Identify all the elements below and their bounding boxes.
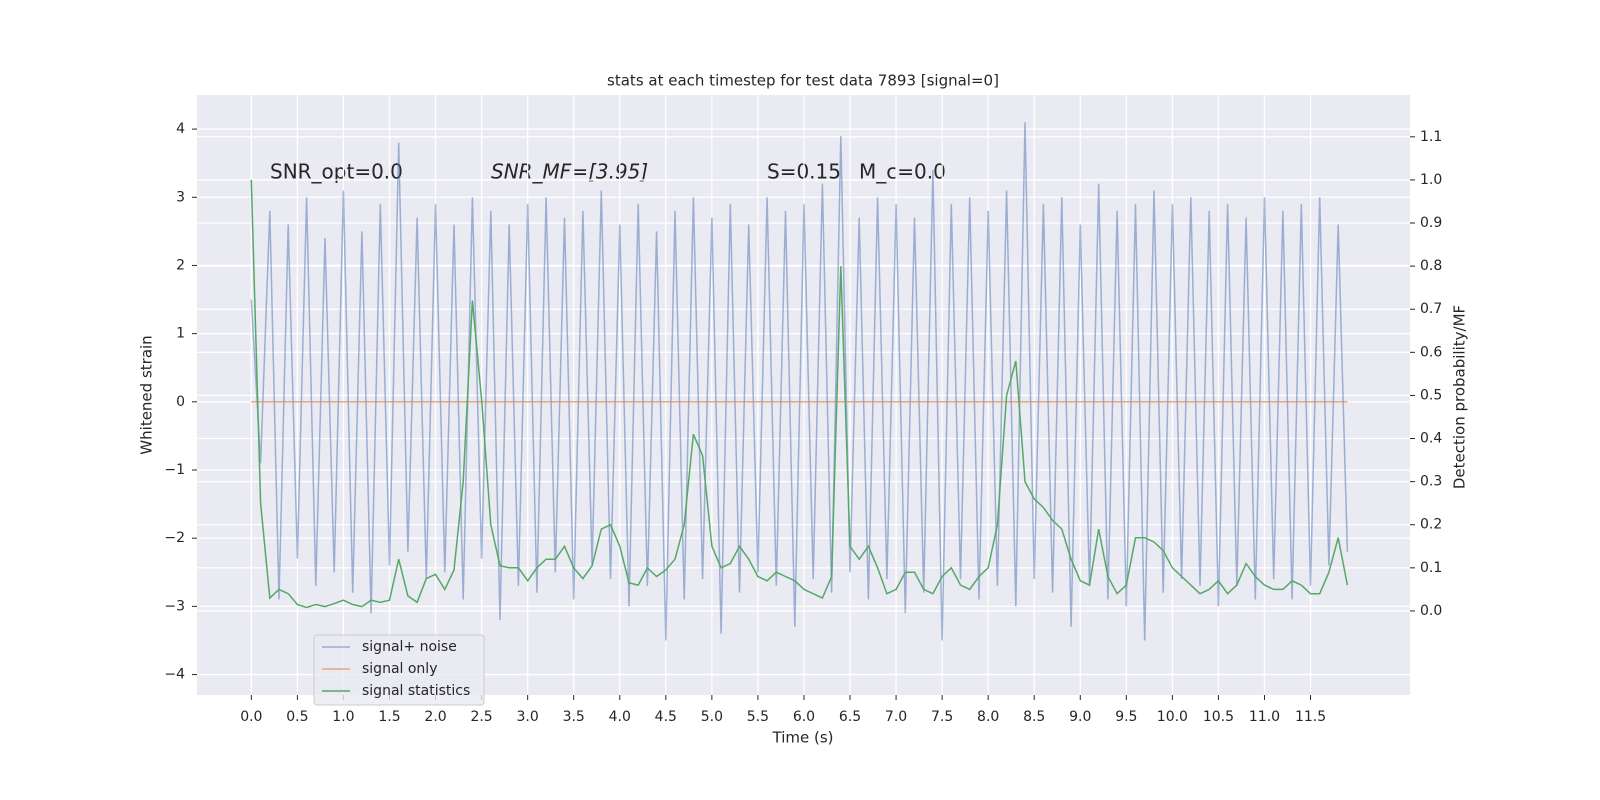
x-tick-label: 5.0 [701, 709, 723, 725]
y2-tick-label: 0.0 [1420, 603, 1442, 619]
y2-tick-label: 0.7 [1420, 301, 1442, 317]
x-tick-label: 0.0 [240, 709, 262, 725]
x-tick-label: 9.5 [1115, 709, 1137, 725]
x-tick-label: 9.0 [1069, 709, 1091, 725]
y2-tick-label: 0.3 [1420, 474, 1442, 490]
y2-tick-label: 0.4 [1420, 431, 1442, 447]
y-tick-label: −2 [164, 530, 185, 546]
x-tick-label: 7.5 [931, 709, 953, 725]
x-tick-label: 6.5 [839, 709, 861, 725]
x-tick-label: 6.0 [793, 709, 815, 725]
x-tick-label: 4.0 [609, 709, 631, 725]
y2-tick-label: 0.8 [1420, 258, 1442, 274]
y2-axis-label: Detection probability/MF [1451, 305, 1469, 489]
chart-title: stats at each timestep for test data 789… [607, 72, 999, 90]
x-tick-label: 3.0 [517, 709, 539, 725]
x-axis-label: Time (s) [772, 729, 834, 747]
x-tick-label: 4.5 [655, 709, 677, 725]
legend-label: signal only [362, 661, 437, 677]
y-tick-label: 2 [176, 257, 185, 273]
series-line [250, 179, 1349, 609]
y-axis-label: Whitened strain [138, 335, 156, 454]
series-line [250, 122, 1349, 641]
y-tick-label: 0 [176, 394, 185, 410]
legend-label: signal statistics [362, 683, 470, 699]
x-tick-label: 0.5 [286, 709, 308, 725]
x-tick-label: 1.0 [332, 709, 354, 725]
x-tick-label: 2.0 [424, 709, 446, 725]
x-tick-label: 2.5 [470, 709, 492, 725]
x-tick-label: 11.0 [1249, 709, 1280, 725]
y2-tick-label: 0.1 [1420, 560, 1442, 576]
y2-tick-label: 1.1 [1420, 129, 1442, 145]
y-tick-label: 1 [176, 326, 185, 342]
legend-box [313, 634, 485, 706]
y2-tick-label: 1.0 [1420, 172, 1442, 188]
x-tick-label: 5.5 [747, 709, 769, 725]
x-tick-label: 3.5 [563, 709, 585, 725]
x-tick-label: 11.5 [1295, 709, 1326, 725]
legend-label: signal+ noise [362, 639, 457, 655]
y-tick-label: −4 [164, 667, 185, 683]
y-tick-label: −3 [164, 598, 185, 614]
x-tick-label: 8.0 [977, 709, 999, 725]
y-tick-label: 4 [176, 121, 185, 137]
y2-tick-label: 0.9 [1420, 215, 1442, 231]
y2-tick-label: 0.6 [1420, 344, 1442, 360]
x-tick-label: 8.5 [1023, 709, 1045, 725]
x-tick-label: 7.0 [885, 709, 907, 725]
y-tick-label: 3 [176, 189, 185, 205]
x-tick-label: 1.5 [378, 709, 400, 725]
y-tick-label: −1 [164, 462, 185, 478]
y2-tick-label: 0.5 [1420, 387, 1442, 403]
x-tick-label: 10.5 [1203, 709, 1234, 725]
y2-tick-label: 0.2 [1420, 517, 1442, 533]
x-tick-label: 10.0 [1157, 709, 1188, 725]
